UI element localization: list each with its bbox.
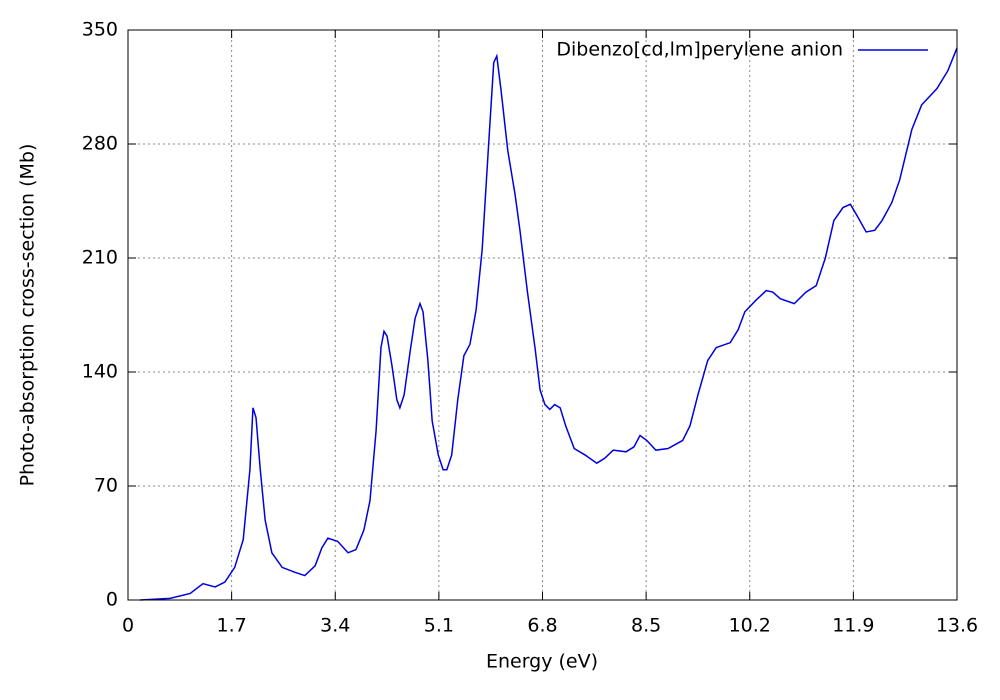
y-tick-label: 140 <box>82 361 118 383</box>
y-tick-label: 350 <box>82 19 118 41</box>
x-tick-label: 1.7 <box>217 615 247 637</box>
x-tick-label: 11.9 <box>832 615 874 637</box>
y-tick-label: 210 <box>82 247 118 269</box>
x-axis-label: Energy (eV) <box>486 651 598 673</box>
y-axis-label: Photo-absorption cross-section (Mb) <box>17 144 39 487</box>
y-tick-label: 0 <box>106 589 118 611</box>
x-tick-label: 5.1 <box>424 615 454 637</box>
x-tick-label: 13.6 <box>936 615 978 637</box>
x-tick-label: 8.5 <box>631 615 661 637</box>
x-tick-label: 0 <box>122 615 134 637</box>
legend-label: Dibenzo[cd,lm]perylene anion <box>556 39 843 61</box>
x-tick-label: 6.8 <box>527 615 557 637</box>
plot-frame <box>127 29 958 601</box>
x-tick-label: 3.4 <box>320 615 350 637</box>
y-tick-label: 70 <box>94 475 118 497</box>
line <box>140 47 958 601</box>
y-tick-label: 280 <box>82 133 118 155</box>
x-tick-label: 10.2 <box>729 615 771 637</box>
